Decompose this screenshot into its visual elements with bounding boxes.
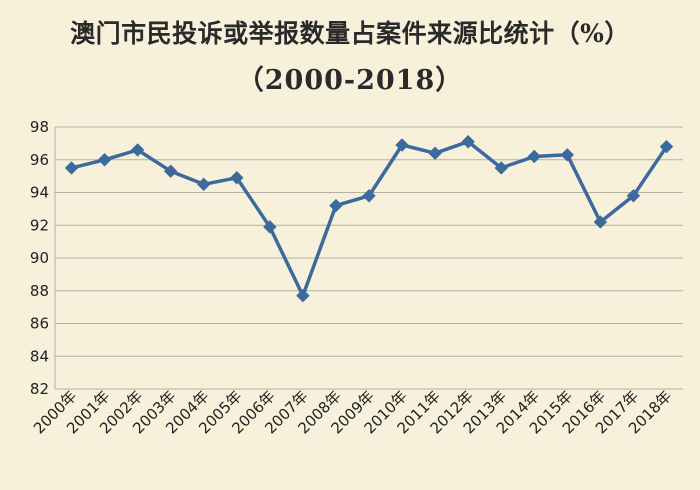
data-point (230, 171, 244, 185)
data-point (329, 198, 343, 213)
y-tick-label: 94 (30, 184, 49, 202)
data-point (659, 139, 674, 154)
data-point (560, 148, 575, 162)
y-tick-label: 90 (30, 249, 49, 267)
y-tick-label: 88 (30, 282, 49, 300)
data-point (593, 215, 608, 229)
data-point (626, 189, 641, 203)
data-point (130, 143, 145, 157)
data-point (97, 153, 112, 167)
data-point (64, 161, 79, 175)
data-point (428, 146, 442, 160)
y-tick-label: 86 (30, 315, 49, 333)
series-line (69, 139, 669, 298)
data-point (395, 138, 409, 152)
data-point (527, 149, 541, 164)
data-point (461, 135, 475, 149)
y-tick-label: 96 (30, 151, 49, 169)
data-point (263, 220, 277, 234)
data-point (362, 189, 376, 203)
data-point (494, 161, 508, 175)
chart-title: 澳门市民投诉或举报数量占案件来源比统计（%） (70, 19, 630, 48)
data-point (197, 177, 211, 192)
chart-subtitle: （2000-2018） (236, 65, 464, 96)
data-point (296, 288, 310, 303)
data-point (163, 164, 178, 178)
y-tick-label: 92 (30, 216, 49, 234)
y-tick-label: 98 (30, 118, 49, 136)
y-tick-label: 82 (30, 380, 49, 398)
y-tick-label: 84 (30, 347, 49, 365)
